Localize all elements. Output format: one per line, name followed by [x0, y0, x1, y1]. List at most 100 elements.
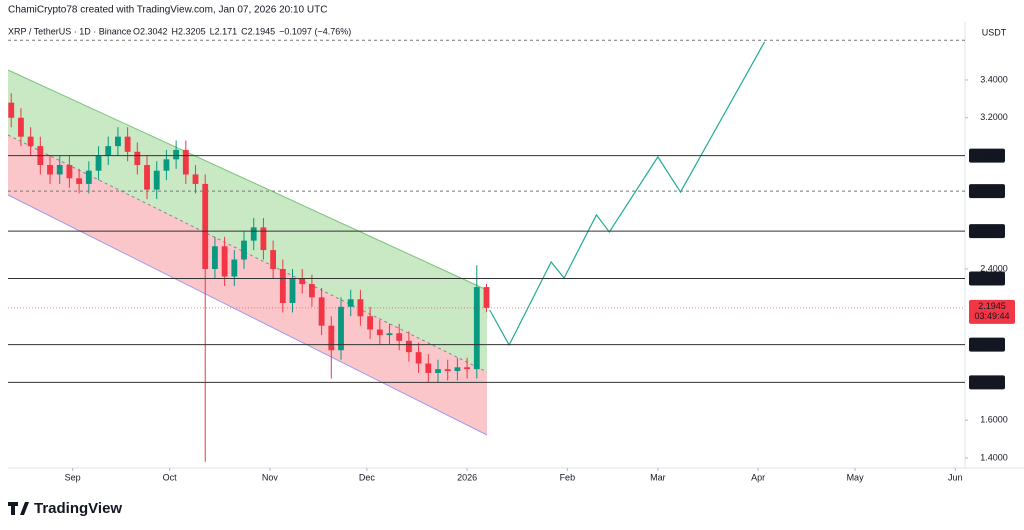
currency: USDT — [982, 27, 1007, 37]
level-tag — [969, 271, 1005, 286]
candle-body — [260, 227, 267, 251]
y-tick-label: 1.6000 — [980, 415, 1008, 425]
candle-body — [376, 329, 383, 336]
candle-body — [105, 146, 112, 156]
candle-body — [27, 136, 34, 147]
ohlc-label: C — [241, 26, 248, 36]
x-tick-label: Apr — [751, 472, 765, 482]
credit: ChamiCrypto78 created with TradingView.c… — [8, 5, 327, 16]
candle-body — [328, 325, 335, 351]
x-tick-label: Dec — [359, 472, 376, 482]
candle-body — [347, 299, 354, 307]
projection-line — [489, 41, 766, 347]
candle-body — [221, 246, 228, 277]
candle-body — [66, 165, 73, 179]
candle-body — [134, 151, 141, 166]
candle-body — [192, 174, 199, 184]
y-tick-label: 3.2000 — [980, 112, 1008, 122]
candle-body — [250, 227, 257, 241]
candle-body — [8, 102, 15, 118]
ohlc-value: 2.171 — [215, 26, 238, 36]
last-price-label: 2.1945 — [978, 301, 1006, 311]
last-price-tag — [969, 299, 1015, 324]
candle-body — [318, 297, 325, 326]
candle-body — [279, 268, 286, 304]
ohlc-value: 2.1945 — [248, 26, 276, 36]
countdown: 03:49:44 — [974, 311, 1009, 321]
level-label: 3.0000 — [973, 150, 1001, 160]
candle-body — [124, 136, 131, 152]
candle-body — [95, 155, 102, 171]
level-label: 2.3498 — [973, 273, 1001, 283]
candle-body — [212, 246, 218, 269]
change: −0.1097 (−4.76%) — [279, 26, 351, 36]
x-tick-label: May — [847, 472, 865, 482]
level-tag — [969, 375, 1005, 390]
candle-body — [85, 170, 92, 184]
y-tick-label: 2.4000 — [980, 263, 1008, 273]
ohlc-value: 2.3205 — [178, 26, 206, 36]
x-tick-label: Sep — [65, 472, 81, 482]
candle-body — [425, 363, 432, 373]
x-tick-label: Feb — [560, 472, 576, 482]
level-tag — [969, 148, 1005, 163]
x-tick-label: Nov — [262, 472, 279, 482]
channel-line — [7, 69, 488, 291]
candle-body — [115, 136, 121, 147]
candle-body — [435, 369, 441, 373]
candle-body — [173, 149, 180, 160]
candle-body — [144, 165, 150, 190]
x-tick-label: 2026 — [457, 472, 477, 482]
plot — [8, 41, 766, 462]
symbol: XRP / TetherUS · 1D · Binance — [8, 26, 131, 36]
level-label: 1.8000 — [973, 377, 1001, 387]
candle-body — [367, 316, 374, 330]
channel-mid — [7, 134, 488, 373]
symbol-row: XRP / TetherUS · 1D · Binance O 2.3042 H 2.… — [8, 26, 351, 36]
level-label: 2.6000 — [973, 226, 1001, 236]
level-label: 2.8120 — [973, 185, 1001, 195]
level-tag — [969, 184, 1005, 199]
y-tick-label: 3.4000 — [980, 74, 1008, 84]
candle-body — [338, 306, 344, 351]
candle-body — [289, 278, 296, 304]
candle-body — [415, 352, 422, 364]
candle-body — [357, 299, 364, 317]
candle-body — [18, 117, 24, 137]
ohlc-value: 2.3042 — [140, 26, 168, 36]
candle-body — [241, 240, 247, 260]
logo: TradingView — [8, 500, 122, 517]
candle-body — [444, 369, 451, 372]
candle-body — [47, 165, 53, 175]
candle-body — [464, 367, 471, 370]
level-tag — [969, 337, 1005, 352]
channel-lower — [8, 135, 487, 435]
candle-body — [299, 278, 306, 285]
level-label: 2.0000 — [973, 339, 1001, 349]
candle-body — [396, 333, 403, 341]
candle-body — [153, 170, 160, 190]
candle-body — [163, 159, 170, 171]
candle-body — [405, 340, 412, 353]
ohlc-label: O — [133, 26, 140, 36]
channel-line — [7, 194, 488, 436]
candle-body — [386, 333, 393, 336]
candle-body — [231, 259, 238, 277]
logo-mark — [8, 502, 29, 515]
level-tag — [969, 224, 1005, 239]
x-tick-label: Mar — [650, 472, 666, 482]
candle-body — [182, 149, 189, 175]
y-tick-label: 1.4000 — [980, 452, 1008, 462]
candle-body — [202, 183, 209, 269]
candle-body — [473, 287, 480, 370]
ohlc-label: L — [210, 26, 215, 36]
candle-body — [483, 287, 490, 308]
x-tick-label: Oct — [163, 472, 178, 482]
brand: TradingView — [34, 500, 122, 517]
candle-body — [56, 165, 63, 175]
x-tick-label: Jun — [948, 472, 963, 482]
candle-body — [76, 178, 83, 184]
candle-body — [270, 250, 277, 269]
candle-body — [309, 284, 315, 298]
